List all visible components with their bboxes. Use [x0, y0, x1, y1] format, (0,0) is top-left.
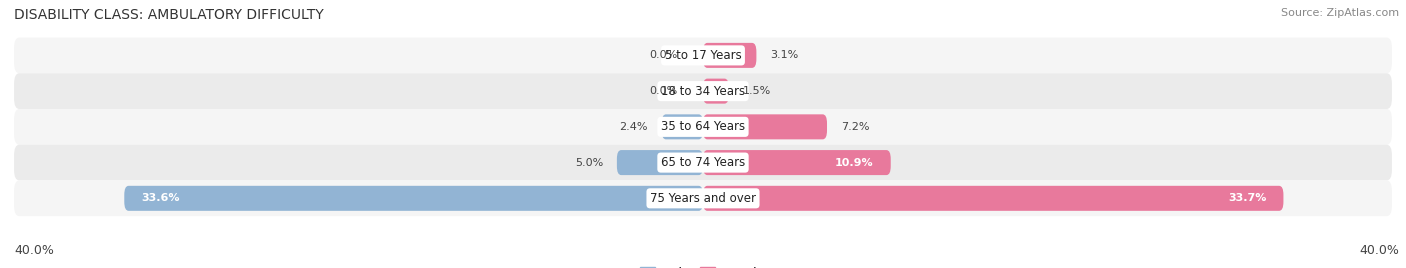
- Text: 40.0%: 40.0%: [14, 244, 53, 257]
- FancyBboxPatch shape: [703, 114, 827, 139]
- Text: Source: ZipAtlas.com: Source: ZipAtlas.com: [1281, 8, 1399, 18]
- Text: 40.0%: 40.0%: [1360, 244, 1399, 257]
- FancyBboxPatch shape: [14, 145, 1392, 180]
- FancyBboxPatch shape: [617, 150, 703, 175]
- Text: 1.5%: 1.5%: [742, 86, 770, 96]
- Text: 5 to 17 Years: 5 to 17 Years: [665, 49, 741, 62]
- Text: 75 Years and over: 75 Years and over: [650, 192, 756, 205]
- Text: 10.9%: 10.9%: [835, 158, 873, 168]
- Text: 33.7%: 33.7%: [1227, 193, 1267, 203]
- FancyBboxPatch shape: [14, 73, 1392, 109]
- Text: 18 to 34 Years: 18 to 34 Years: [661, 85, 745, 98]
- FancyBboxPatch shape: [14, 109, 1392, 145]
- FancyBboxPatch shape: [703, 43, 756, 68]
- Text: 33.6%: 33.6%: [142, 193, 180, 203]
- Text: 0.0%: 0.0%: [650, 86, 678, 96]
- FancyBboxPatch shape: [703, 186, 1284, 211]
- FancyBboxPatch shape: [14, 180, 1392, 216]
- FancyBboxPatch shape: [703, 79, 728, 104]
- Text: 3.1%: 3.1%: [770, 50, 799, 60]
- FancyBboxPatch shape: [14, 38, 1392, 73]
- Text: 0.0%: 0.0%: [650, 50, 678, 60]
- Text: 35 to 64 Years: 35 to 64 Years: [661, 120, 745, 133]
- Text: 5.0%: 5.0%: [575, 158, 603, 168]
- FancyBboxPatch shape: [124, 186, 703, 211]
- Text: DISABILITY CLASS: AMBULATORY DIFFICULTY: DISABILITY CLASS: AMBULATORY DIFFICULTY: [14, 8, 323, 22]
- Text: 7.2%: 7.2%: [841, 122, 869, 132]
- Text: 65 to 74 Years: 65 to 74 Years: [661, 156, 745, 169]
- FancyBboxPatch shape: [703, 150, 891, 175]
- Legend: Male, Female: Male, Female: [636, 262, 770, 268]
- Text: 2.4%: 2.4%: [620, 122, 648, 132]
- FancyBboxPatch shape: [662, 114, 703, 139]
